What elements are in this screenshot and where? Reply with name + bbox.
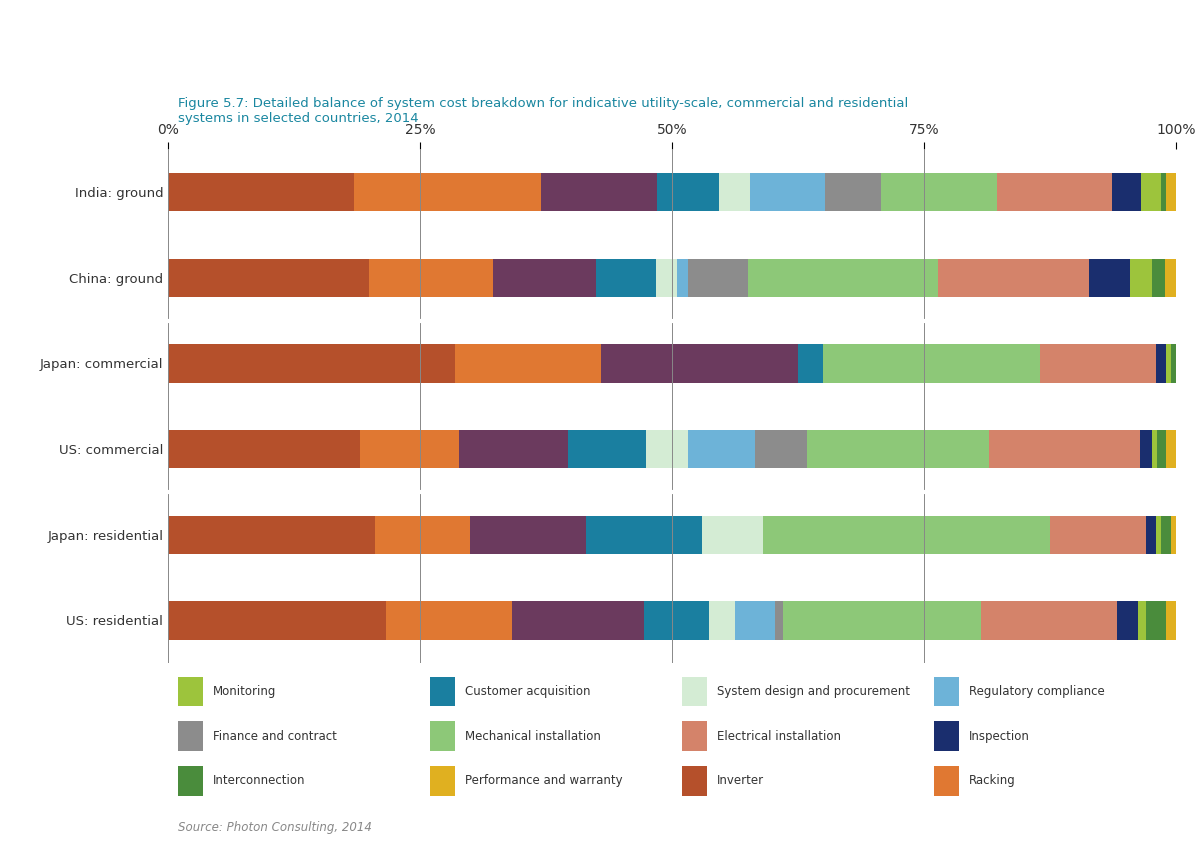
Bar xyxy=(1165,259,1176,297)
Bar xyxy=(168,173,354,212)
Bar xyxy=(996,173,1112,212)
Bar xyxy=(368,259,493,297)
Bar xyxy=(989,430,1140,469)
Bar xyxy=(750,173,826,212)
FancyBboxPatch shape xyxy=(682,722,707,751)
Bar xyxy=(881,173,996,212)
FancyBboxPatch shape xyxy=(178,722,203,751)
Text: Inspection: Inspection xyxy=(970,730,1031,743)
Bar xyxy=(734,602,775,640)
Bar xyxy=(702,515,763,554)
Bar xyxy=(763,515,1050,554)
Bar xyxy=(1050,515,1146,554)
Bar xyxy=(937,259,1090,297)
Text: Finance and contract: Finance and contract xyxy=(214,730,337,743)
FancyBboxPatch shape xyxy=(178,766,203,796)
Bar xyxy=(587,515,702,554)
FancyBboxPatch shape xyxy=(682,766,707,796)
Bar xyxy=(168,602,385,640)
Bar xyxy=(678,259,689,297)
Bar xyxy=(493,259,596,297)
Text: Electrical installation: Electrical installation xyxy=(718,730,841,743)
Text: Mechanical installation: Mechanical installation xyxy=(466,730,601,743)
Bar xyxy=(455,344,601,382)
Bar xyxy=(354,173,541,212)
Text: Racking: Racking xyxy=(970,774,1016,788)
Bar xyxy=(168,344,455,382)
Bar xyxy=(568,430,646,469)
Bar xyxy=(1166,344,1171,382)
Bar xyxy=(1171,515,1176,554)
Bar xyxy=(646,430,688,469)
Bar xyxy=(775,602,784,640)
Bar xyxy=(1117,602,1138,640)
FancyBboxPatch shape xyxy=(934,766,959,796)
FancyBboxPatch shape xyxy=(682,677,707,706)
Text: Inverter: Inverter xyxy=(718,774,764,788)
Bar xyxy=(1160,173,1166,212)
Bar xyxy=(601,344,798,382)
Text: Source: Photon Consulting, 2014: Source: Photon Consulting, 2014 xyxy=(178,821,372,834)
Bar xyxy=(512,602,643,640)
FancyBboxPatch shape xyxy=(934,677,959,706)
Bar xyxy=(470,515,587,554)
Bar xyxy=(458,430,568,469)
FancyBboxPatch shape xyxy=(178,677,203,706)
Bar xyxy=(1138,602,1146,640)
Bar xyxy=(798,344,823,382)
Bar xyxy=(808,430,989,469)
Bar xyxy=(1040,344,1156,382)
Bar xyxy=(168,430,360,469)
Bar xyxy=(1090,259,1130,297)
Text: RENEWABLE POWER GENERATION COSTS IN 2014: RENEWABLE POWER GENERATION COSTS IN 2014 xyxy=(214,30,710,48)
Bar xyxy=(1152,259,1165,297)
Text: System design and procurement: System design and procurement xyxy=(718,685,911,698)
Text: Interconnection: Interconnection xyxy=(214,774,306,788)
FancyBboxPatch shape xyxy=(430,677,455,706)
Bar xyxy=(709,602,734,640)
Bar xyxy=(755,430,808,469)
Bar xyxy=(826,173,881,212)
Text: Performance and warranty: Performance and warranty xyxy=(466,774,623,788)
Bar xyxy=(688,430,755,469)
Bar xyxy=(689,259,748,297)
Bar xyxy=(1166,173,1176,212)
Bar xyxy=(748,259,937,297)
Bar xyxy=(1160,515,1171,554)
Bar xyxy=(1165,430,1176,469)
Bar xyxy=(1130,259,1152,297)
Bar xyxy=(168,259,368,297)
Bar xyxy=(784,602,980,640)
Bar xyxy=(1171,344,1176,382)
Bar xyxy=(1156,515,1160,554)
Bar xyxy=(1157,430,1165,469)
FancyBboxPatch shape xyxy=(934,722,959,751)
Bar xyxy=(1152,430,1157,469)
Bar xyxy=(980,602,1117,640)
FancyBboxPatch shape xyxy=(430,766,455,796)
Text: Monitoring: Monitoring xyxy=(214,685,277,698)
Bar xyxy=(655,259,678,297)
Bar xyxy=(385,602,512,640)
Bar xyxy=(374,515,470,554)
Bar xyxy=(1166,602,1176,640)
Bar xyxy=(1112,173,1141,212)
Bar xyxy=(643,602,709,640)
Text: Customer acquisition: Customer acquisition xyxy=(466,685,590,698)
Bar xyxy=(1146,515,1156,554)
Bar xyxy=(656,173,719,212)
Bar xyxy=(1146,602,1166,640)
Bar xyxy=(823,344,1040,382)
Bar xyxy=(1140,430,1152,469)
FancyBboxPatch shape xyxy=(430,722,455,751)
Bar xyxy=(360,430,458,469)
Bar xyxy=(1156,344,1166,382)
Bar xyxy=(541,173,656,212)
Bar xyxy=(168,515,374,554)
Bar xyxy=(1141,173,1160,212)
Bar xyxy=(719,173,750,212)
Text: Regulatory compliance: Regulatory compliance xyxy=(970,685,1105,698)
Bar xyxy=(596,259,655,297)
Text: Figure 5.7: Detailed balance of system cost breakdown for indicative utility-sca: Figure 5.7: Detailed balance of system c… xyxy=(178,97,908,125)
